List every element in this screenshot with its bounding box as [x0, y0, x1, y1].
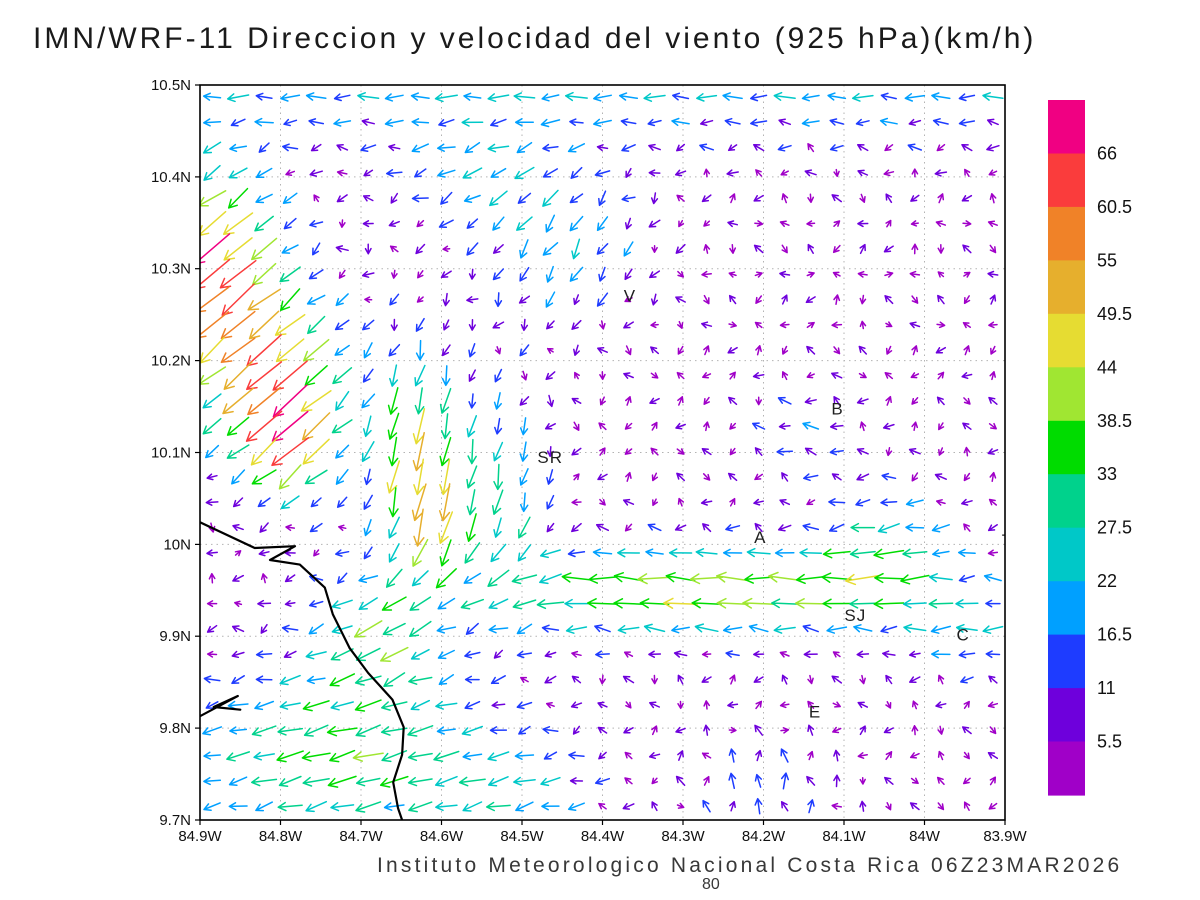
- svg-text:5.5: 5.5: [1097, 732, 1122, 752]
- svg-text:10.2N: 10.2N: [151, 353, 191, 370]
- svg-text:84.3W: 84.3W: [661, 828, 705, 845]
- svg-text:84.7W: 84.7W: [339, 828, 383, 845]
- svg-text:10N: 10N: [163, 536, 191, 553]
- svg-text:49.5: 49.5: [1097, 304, 1132, 324]
- chart-caption: Instituto Meteorologico Nacional Costa R…: [377, 854, 1123, 877]
- city-labels: V B SR A SJ C E T: [537, 286, 1013, 722]
- svg-text:84.6W: 84.6W: [420, 828, 464, 845]
- chart-title: IMN/WRF-11 Direccion y velocidad del vie…: [33, 22, 1037, 55]
- colorbar: [1048, 100, 1085, 796]
- svg-text:9.8N: 9.8N: [159, 720, 191, 737]
- svg-text:38.5: 38.5: [1097, 411, 1132, 431]
- svg-text:84.8W: 84.8W: [259, 828, 303, 845]
- colorbar-labels: 66 60.5 55 49.5 44 38.5 33 27.5 22 16.5 11 5.5: [1097, 144, 1132, 752]
- svg-text:84W: 84W: [909, 828, 941, 845]
- svg-text:84.2W: 84.2W: [742, 828, 786, 845]
- svg-text:10.4N: 10.4N: [151, 169, 191, 186]
- wind-arrows: [200, 91, 1004, 815]
- svg-text:10.3N: 10.3N: [151, 261, 191, 278]
- city-label-A: A: [754, 528, 766, 547]
- svg-text:11: 11: [1097, 678, 1116, 698]
- svg-text:9.7N: 9.7N: [159, 812, 191, 829]
- axis-ticks: [195, 84, 1006, 825]
- svg-text:83.9W: 83.9W: [983, 828, 1027, 845]
- svg-text:22: 22: [1097, 571, 1117, 591]
- city-label-V: V: [624, 286, 636, 305]
- svg-text:84.4W: 84.4W: [581, 828, 625, 845]
- x-axis-labels: 84.9W 84.8W 84.7W 84.6W 84.5W 84.4W 84.3W 84.2W…: [178, 828, 1027, 845]
- city-label-T: T: [1002, 531, 1013, 550]
- svg-text:84.1W: 84.1W: [822, 828, 866, 845]
- svg-text:27.5: 27.5: [1097, 518, 1132, 538]
- city-label-E: E: [809, 703, 821, 722]
- city-label-C: C: [956, 625, 969, 644]
- svg-text:55: 55: [1097, 250, 1117, 270]
- coastline: [200, 521, 405, 820]
- svg-text:10.1N: 10.1N: [151, 445, 191, 462]
- svg-text:10.5N: 10.5N: [151, 77, 191, 94]
- svg-text:84.5W: 84.5W: [500, 828, 544, 845]
- svg-text:60.5: 60.5: [1097, 197, 1132, 217]
- svg-text:9.9N: 9.9N: [159, 628, 191, 645]
- svg-text:66: 66: [1097, 144, 1117, 164]
- svg-text:44: 44: [1097, 357, 1117, 377]
- y-axis-labels: 10.5N 10.4N 10.3N 10.2N 10.1N 10N 9.9N 9.8N 9.7N: [151, 77, 191, 829]
- city-label-SJ: SJ: [844, 606, 866, 625]
- city-label-B: B: [831, 399, 843, 418]
- svg-text:33: 33: [1097, 464, 1117, 484]
- svg-text:16.5: 16.5: [1097, 625, 1132, 645]
- city-label-SR: SR: [537, 448, 563, 467]
- svg-text:84.9W: 84.9W: [178, 828, 222, 845]
- stray-label-80: 80: [702, 876, 720, 893]
